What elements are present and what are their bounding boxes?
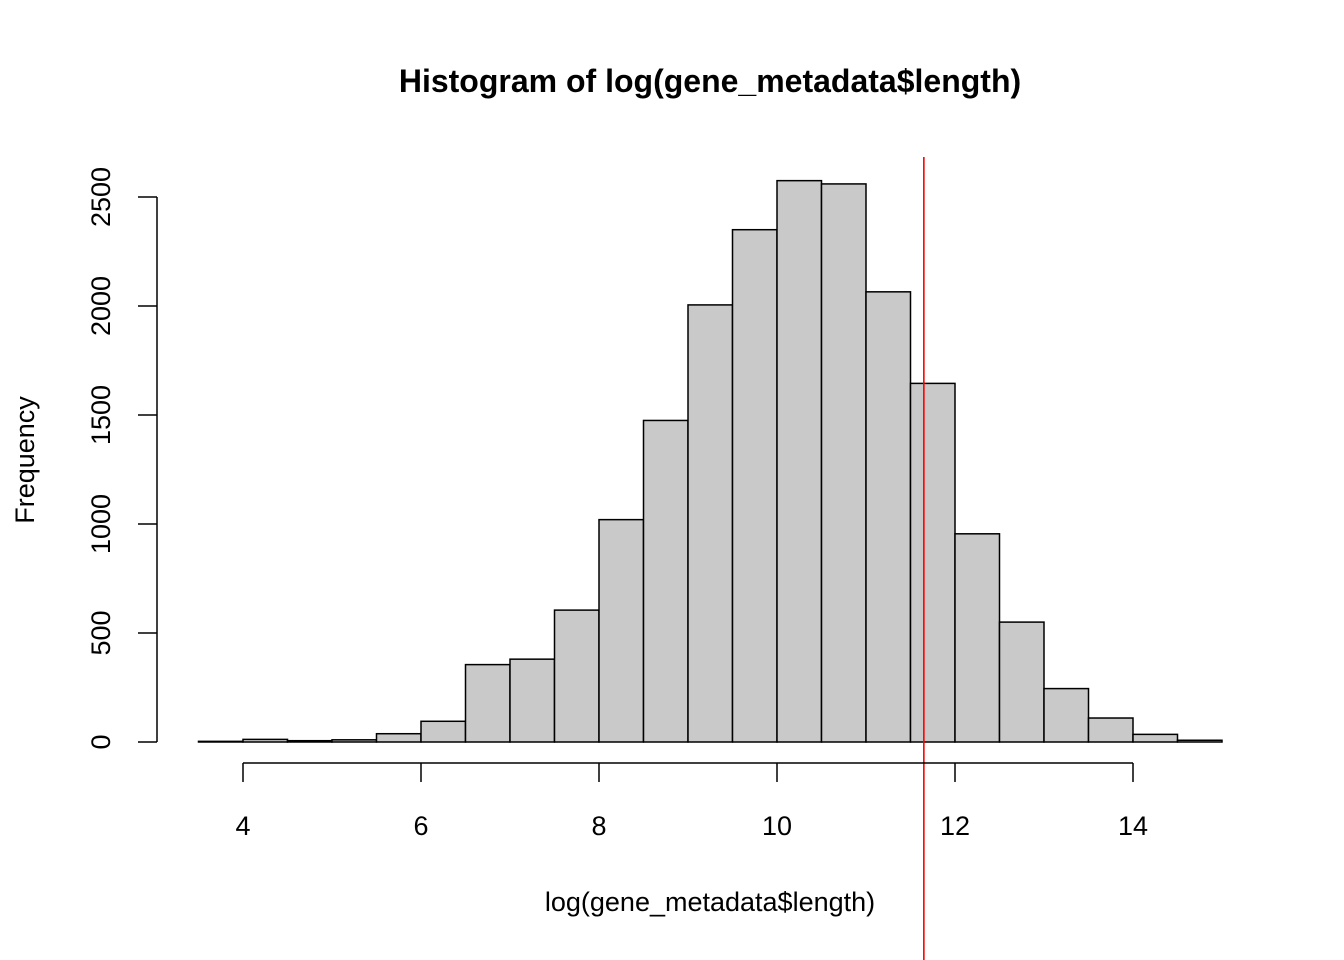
histogram-bar-12: [731, 228, 778, 743]
y-axis: 0 500 1000 1500 2000 2500: [86, 167, 158, 750]
histogram-bar-18: [998, 621, 1045, 743]
y-tick-label-1: 500: [86, 610, 116, 655]
y-tick-label-0: 0: [86, 734, 116, 749]
x-axis-label: log(gene_metadata$length): [545, 887, 875, 917]
histogram-bar-19: [1043, 687, 1090, 743]
histogram-bar-5: [420, 720, 467, 743]
y-tick-label-4: 2000: [86, 276, 116, 336]
histogram-bar-8: [553, 609, 600, 743]
histogram-bar-7: [509, 658, 556, 743]
histogram-bar-1: [242, 738, 289, 743]
histogram-bar-14: [820, 183, 867, 743]
histogram-bar-20: [1087, 717, 1134, 743]
x-tick-label-5: 14: [1118, 811, 1148, 841]
x-tick-label-1: 6: [413, 811, 428, 841]
x-tick-label-4: 12: [940, 811, 970, 841]
x-tick-label-0: 4: [235, 811, 250, 841]
histogram-bars: [197, 179, 1223, 743]
histogram-bar-21: [1132, 733, 1179, 743]
x-tick-label-2: 8: [591, 811, 606, 841]
x-axis: 4 6 8 10 12 14: [235, 762, 1148, 841]
y-tick-label-3: 1500: [86, 385, 116, 445]
histogram-bar-22: [1176, 739, 1223, 743]
histogram-bar-13: [776, 179, 823, 743]
histogram-bar-16: [909, 382, 956, 743]
histogram-bar-17: [954, 533, 1001, 743]
histogram-bar-15: [865, 291, 912, 743]
histogram-bar-10: [642, 419, 689, 743]
x-tick-label-3: 10: [762, 811, 792, 841]
histogram-bar-4: [375, 732, 422, 743]
histogram-bar-3: [331, 739, 378, 743]
histogram-bar-11: [687, 304, 734, 743]
chart-title: Histogram of log(gene_metadata$length): [399, 63, 1021, 99]
histogram-bar-2: [286, 739, 333, 743]
histogram-bar-6: [464, 663, 511, 743]
histogram-bar-0: [197, 740, 244, 743]
histogram-bar-9: [598, 518, 645, 743]
y-tick-label-2: 1000: [86, 494, 116, 554]
y-tick-label-5: 2500: [86, 167, 116, 227]
y-axis-label: Frequency: [10, 396, 40, 524]
